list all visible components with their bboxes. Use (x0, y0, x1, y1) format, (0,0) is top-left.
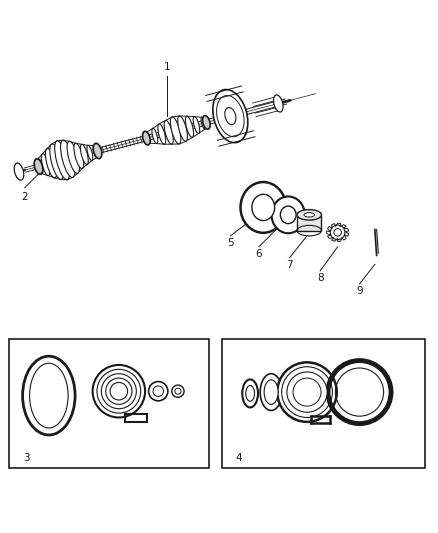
Ellipse shape (145, 132, 150, 143)
Bar (296, 215, 321, 231)
Ellipse shape (45, 148, 57, 178)
Ellipse shape (67, 141, 79, 174)
Ellipse shape (242, 379, 258, 407)
Text: 2: 2 (21, 192, 28, 202)
Circle shape (277, 362, 336, 422)
Circle shape (292, 378, 320, 406)
Ellipse shape (152, 128, 157, 143)
Ellipse shape (240, 182, 286, 233)
Ellipse shape (271, 197, 304, 233)
Ellipse shape (80, 144, 88, 165)
Ellipse shape (41, 154, 49, 176)
Ellipse shape (224, 108, 235, 125)
Circle shape (92, 365, 145, 417)
Ellipse shape (74, 143, 84, 168)
Circle shape (174, 388, 180, 394)
Circle shape (106, 378, 132, 405)
Ellipse shape (273, 95, 283, 112)
Ellipse shape (251, 195, 274, 221)
Text: 1: 1 (163, 62, 170, 72)
Ellipse shape (29, 363, 68, 428)
Ellipse shape (260, 374, 282, 410)
Ellipse shape (193, 117, 199, 133)
Ellipse shape (296, 209, 321, 220)
Ellipse shape (303, 213, 314, 217)
Text: 8: 8 (316, 273, 323, 283)
Bar (221, 338, 424, 468)
Ellipse shape (142, 131, 150, 145)
Ellipse shape (245, 385, 254, 401)
Ellipse shape (177, 116, 187, 141)
Circle shape (148, 382, 167, 401)
Ellipse shape (202, 116, 210, 129)
Ellipse shape (264, 380, 278, 405)
Circle shape (97, 369, 141, 413)
Ellipse shape (49, 144, 64, 180)
Ellipse shape (93, 143, 102, 159)
Ellipse shape (201, 117, 205, 129)
Circle shape (286, 372, 326, 412)
Ellipse shape (37, 158, 43, 174)
Ellipse shape (34, 159, 42, 174)
Circle shape (281, 367, 332, 417)
Ellipse shape (216, 95, 244, 136)
Ellipse shape (60, 140, 75, 177)
Ellipse shape (185, 116, 193, 138)
Bar (10, 338, 208, 468)
Ellipse shape (158, 124, 165, 144)
Ellipse shape (280, 206, 295, 224)
Text: 5: 5 (226, 238, 233, 248)
Ellipse shape (164, 120, 173, 144)
Text: 4: 4 (235, 453, 242, 463)
Text: 3: 3 (24, 453, 30, 463)
Ellipse shape (55, 141, 70, 180)
Ellipse shape (14, 163, 24, 180)
Circle shape (152, 386, 163, 397)
Ellipse shape (22, 356, 75, 435)
Text: 6: 6 (255, 249, 261, 259)
Ellipse shape (93, 146, 98, 157)
Circle shape (101, 374, 136, 409)
Ellipse shape (212, 90, 247, 143)
Circle shape (110, 383, 127, 400)
Text: 7: 7 (286, 260, 292, 270)
Text: 9: 9 (355, 286, 362, 296)
Circle shape (171, 385, 184, 397)
Ellipse shape (87, 146, 92, 160)
Ellipse shape (170, 117, 180, 144)
